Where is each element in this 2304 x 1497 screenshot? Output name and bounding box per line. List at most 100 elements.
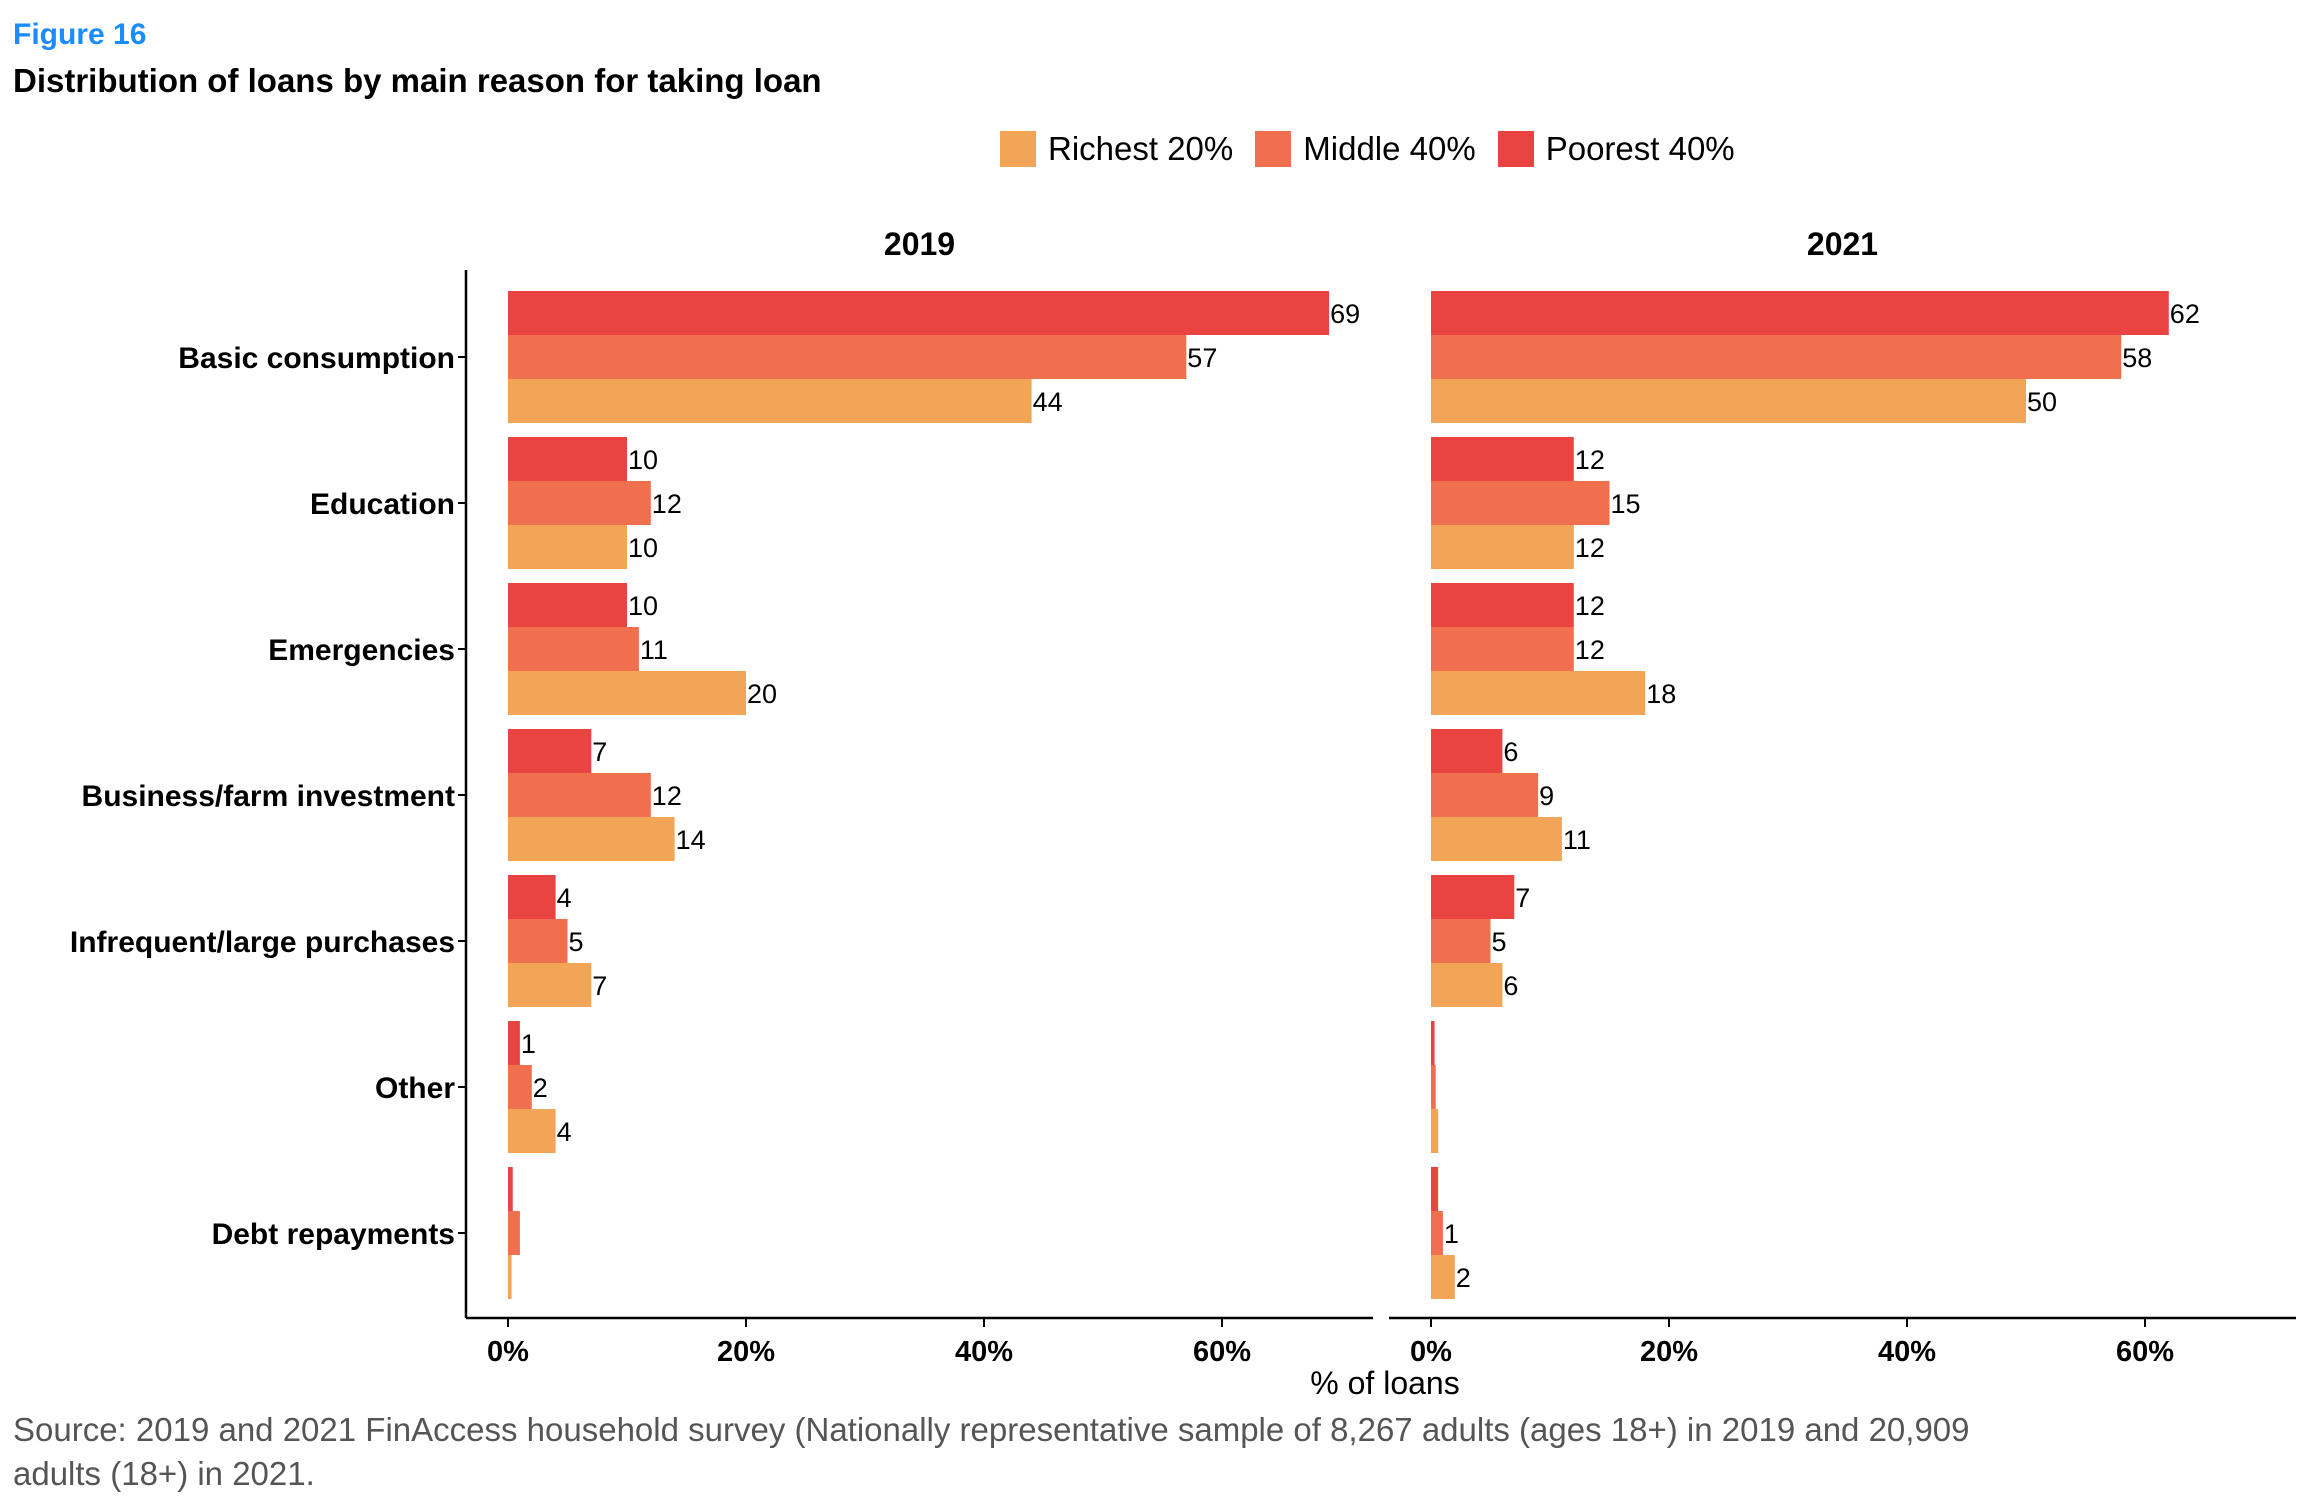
- data-label-2021-emergencies-richest-20: 18: [1646, 679, 1676, 709]
- data-label-2021-basic-consumption-poorest-40: 62: [2170, 299, 2200, 329]
- x-tick-label-2021-40: 40%: [1878, 1336, 1936, 1368]
- category-label-education: Education: [310, 488, 455, 521]
- x-tick-label-2019-0: 0%: [487, 1336, 529, 1368]
- data-label-2019-basic-consumption-richest-20: 44: [1033, 387, 1063, 417]
- category-label-business-farm-investment: Business/farm investment: [82, 780, 455, 813]
- legend-item-poorest: Poorest 40%: [1497, 130, 1735, 168]
- panel-title-2021: 2021: [1807, 226, 1878, 262]
- legend-swatch-middle: [1255, 131, 1292, 167]
- bar-2019-infrequent-large-purchases-poorest-40: [508, 875, 556, 919]
- legend-swatch-poorest: [1497, 131, 1534, 167]
- bar-2019-education-middle-40: [508, 481, 651, 525]
- bar-2019-debt-repayments-richest-20: [508, 1255, 512, 1299]
- figure-label: Figure 16: [13, 18, 147, 51]
- bar-2021-education-middle-40: [1431, 481, 1610, 525]
- data-label-2021-debt-repayments-richest-20: 2: [1456, 1263, 1471, 1293]
- bar-2019-business-farm-investment-middle-40: [508, 773, 651, 817]
- data-label-2021-education-poorest-40: 12: [1575, 445, 1605, 475]
- bar-2019-emergencies-richest-20: [508, 671, 746, 715]
- data-label-2021-business-farm-investment-middle-40: 9: [1539, 781, 1554, 811]
- bar-2019-basic-consumption-richest-20: [508, 379, 1032, 423]
- bar-2019-other-poorest-40: [508, 1021, 520, 1065]
- data-label-2019-infrequent-large-purchases-middle-40: 5: [569, 927, 584, 957]
- category-label-infrequent-large-purchases: Infrequent/large purchases: [70, 926, 455, 959]
- x-tick-label-2019-40: 40%: [955, 1336, 1013, 1368]
- data-label-2019-emergencies-richest-20: 20: [747, 679, 777, 709]
- chart-title: Distribution of loans by main reason for…: [13, 62, 822, 99]
- data-label-2021-infrequent-large-purchases-richest-20: 6: [1503, 971, 1518, 1001]
- bar-2019-infrequent-large-purchases-middle-40: [508, 919, 568, 963]
- legend-label-middle: Middle 40%: [1303, 130, 1476, 167]
- data-label-2019-business-farm-investment-middle-40: 12: [652, 781, 682, 811]
- category-label-other: Other: [375, 1072, 455, 1105]
- data-label-2019-other-richest-20: 4: [557, 1117, 572, 1147]
- x-tick-label-2019-60: 60%: [1193, 1336, 1251, 1368]
- legend: Richest 20% Middle 40% Poorest 40%: [1000, 128, 1735, 170]
- bar-2021-basic-consumption-richest-20: [1431, 379, 2026, 423]
- bar-2021-debt-repayments-richest-20: [1431, 1255, 1455, 1299]
- data-label-2021-infrequent-large-purchases-middle-40: 5: [1492, 927, 1507, 957]
- bar-2019-debt-repayments-middle-40: [508, 1211, 520, 1255]
- bar-2021-infrequent-large-purchases-middle-40: [1431, 919, 1491, 963]
- bar-2021-other-middle-40: [1431, 1065, 1436, 1109]
- data-label-2019-other-poorest-40: 1: [521, 1029, 536, 1059]
- data-label-2019-basic-consumption-poorest-40: 69: [1330, 299, 1360, 329]
- data-label-2019-emergencies-middle-40: 11: [640, 635, 668, 665]
- data-label-2021-infrequent-large-purchases-poorest-40: 7: [1515, 883, 1530, 913]
- bar-2021-debt-repayments-poorest-40: [1431, 1167, 1439, 1211]
- x-tick-label-2021-20: 20%: [1640, 1336, 1698, 1368]
- bar-2021-business-farm-investment-poorest-40: [1431, 729, 1503, 773]
- data-label-2021-debt-repayments-middle-40: 1: [1444, 1219, 1459, 1249]
- bar-2021-business-farm-investment-richest-20: [1431, 817, 1562, 861]
- x-tick-label-2021-60: 60%: [2116, 1336, 2174, 1368]
- bar-2019-other-middle-40: [508, 1065, 532, 1109]
- bar-2021-infrequent-large-purchases-poorest-40: [1431, 875, 1515, 919]
- data-label-2019-business-farm-investment-poorest-40: 7: [592, 737, 607, 767]
- data-label-2019-education-middle-40: 12: [652, 489, 682, 519]
- data-label-2019-education-richest-20: 10: [628, 533, 658, 563]
- bar-2019-other-richest-20: [508, 1109, 556, 1153]
- category-label-debt-repayments: Debt repayments: [212, 1218, 455, 1251]
- bar-2021-education-poorest-40: [1431, 437, 1574, 481]
- bar-2021-emergencies-middle-40: [1431, 627, 1574, 671]
- legend-item-middle: Middle 40%: [1255, 130, 1476, 168]
- bar-2019-emergencies-middle-40: [508, 627, 639, 671]
- bar-2021-emergencies-poorest-40: [1431, 583, 1574, 627]
- bar-2021-basic-consumption-middle-40: [1431, 335, 2122, 379]
- category-label-basic-consumption: Basic consumption: [178, 342, 455, 375]
- bar-2019-basic-consumption-middle-40: [508, 335, 1187, 379]
- data-label-2019-emergencies-poorest-40: 10: [628, 591, 658, 621]
- bar-2019-business-farm-investment-poorest-40: [508, 729, 592, 773]
- data-label-2019-education-poorest-40: 10: [628, 445, 658, 475]
- data-label-2021-emergencies-poorest-40: 12: [1575, 591, 1605, 621]
- data-label-2019-business-farm-investment-richest-20: 14: [676, 825, 706, 855]
- x-tick-label-2019-20: 20%: [717, 1336, 775, 1368]
- data-label-2021-basic-consumption-richest-20: 50: [2027, 387, 2057, 417]
- bar-2021-emergencies-richest-20: [1431, 671, 1646, 715]
- panel-title-2019: 2019: [884, 226, 955, 262]
- x-tick-label-2021-0: 0%: [1410, 1336, 1452, 1368]
- bar-2019-infrequent-large-purchases-richest-20: [508, 963, 592, 1007]
- bar-2021-debt-repayments-middle-40: [1431, 1211, 1443, 1255]
- bar-2019-basic-consumption-poorest-40: [508, 291, 1330, 335]
- data-label-2021-business-farm-investment-richest-20: 11: [1563, 825, 1591, 855]
- data-label-2019-other-middle-40: 2: [533, 1073, 548, 1103]
- data-label-2021-education-richest-20: 12: [1575, 533, 1605, 563]
- bar-2021-business-farm-investment-middle-40: [1431, 773, 1539, 817]
- x-axis-label: % of loans: [1310, 1365, 1459, 1400]
- bar-2021-other-richest-20: [1431, 1109, 1439, 1153]
- data-label-2021-emergencies-middle-40: 12: [1575, 635, 1605, 665]
- bar-2021-infrequent-large-purchases-richest-20: [1431, 963, 1503, 1007]
- data-label-2021-basic-consumption-middle-40: 58: [2122, 343, 2152, 373]
- data-label-2019-basic-consumption-middle-40: 57: [1187, 343, 1217, 373]
- bar-2019-education-poorest-40: [508, 437, 627, 481]
- bar-2019-emergencies-poorest-40: [508, 583, 627, 627]
- data-label-2021-business-farm-investment-poorest-40: 6: [1503, 737, 1518, 767]
- bar-2019-business-farm-investment-richest-20: [508, 817, 675, 861]
- bar-2021-education-richest-20: [1431, 525, 1574, 569]
- bar-2019-education-richest-20: [508, 525, 627, 569]
- legend-label-richest: Richest 20%: [1048, 130, 1234, 167]
- bar-2021-other-poorest-40: [1431, 1021, 1435, 1065]
- category-label-emergencies: Emergencies: [268, 634, 455, 667]
- legend-swatch-richest: [1000, 131, 1036, 167]
